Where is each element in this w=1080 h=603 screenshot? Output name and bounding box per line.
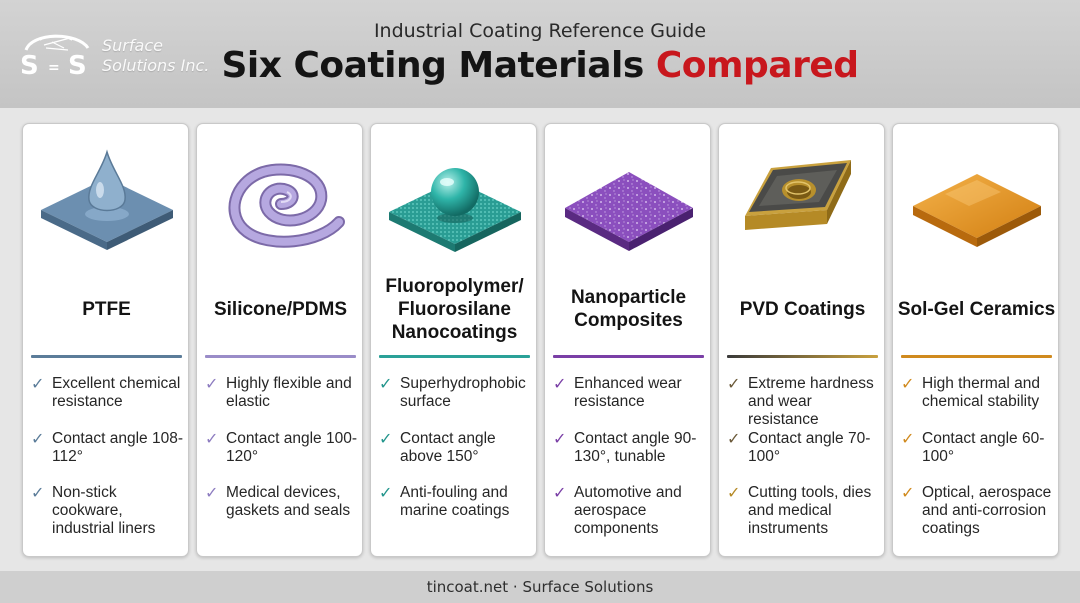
check-icon: ✓: [727, 429, 741, 448]
card-divider: [727, 355, 878, 358]
feature-text: Contact angle 108-112°: [52, 430, 183, 465]
card-title: PTFE: [82, 298, 131, 320]
feature-item: ✓ Excellent chemical resistance: [31, 375, 188, 411]
check-icon: ✓: [31, 374, 45, 393]
feature-text: Automotive and aerospace components: [574, 484, 682, 537]
check-icon: ✓: [379, 429, 393, 448]
feature-item: ✓ Contact angle above 150°: [379, 430, 536, 466]
feature-item: ✓ Anti-fouling and marine coatings: [379, 484, 536, 520]
feature-item: ✓ Medical devices, gaskets and seals: [205, 484, 362, 520]
card-divider: [553, 355, 704, 358]
page-subtitle: Industrial Coating Reference Guide: [373, 20, 707, 42]
feature-item: ✓ Contact angle 60-100°: [901, 430, 1058, 466]
feature-text: Contact angle 90-130°, tunable: [574, 430, 697, 465]
svg-text:=: =: [48, 60, 60, 76]
cutting-insert-icon: [745, 160, 851, 230]
check-icon: ✓: [205, 483, 219, 502]
feature-text: Contact angle above 150°: [400, 430, 496, 465]
feature-text: Enhanced wear resistance: [574, 375, 682, 410]
ceramic-tile-icon: [913, 174, 1041, 247]
feature-text: Highly flexible and elastic: [226, 375, 352, 410]
check-icon: ✓: [379, 483, 393, 502]
feature-item: ✓ Contact angle 108-112°: [31, 430, 188, 466]
card-divider: [901, 355, 1052, 358]
feature-item: ✓ Enhanced wear resistance: [553, 375, 710, 411]
card-title: PVD Coatings: [739, 298, 866, 320]
feature-text: Contact angle 100-120°: [226, 430, 357, 465]
check-icon: ✓: [727, 483, 741, 502]
footer-text: tincoat.net · Surface Solutions: [426, 578, 654, 596]
feature-text: Medical devices, gaskets and seals: [226, 484, 351, 519]
feature-text: Cutting tools, dies and medical instrume…: [748, 484, 872, 537]
check-icon: ✓: [727, 374, 741, 393]
feature-item: ✓ Extreme hardness and wear resistance: [727, 375, 884, 429]
logo-line-1: Surface: [102, 36, 163, 55]
feature-item: ✓ Non-stick cookware, industrial liners: [31, 484, 188, 538]
company-logo: S = S Surface Solutions Inc.: [18, 26, 228, 86]
card-ptfe: PTFE ✓ Excellent chemical resistance ✓ C…: [22, 123, 189, 557]
title-accent: Compared: [655, 45, 859, 86]
title-main: Six Coating Materials: [221, 45, 644, 86]
feature-item: ✓ Contact angle 90-130°, tunable: [553, 430, 710, 466]
card-fluoropolymer: Fluoropolymer/ Fluorosilane Nanocoatings…: [370, 123, 537, 557]
card-sol-gel: Sol-Gel Ceramics ✓ High thermal and chem…: [892, 123, 1059, 557]
check-icon: ✓: [31, 483, 45, 502]
feature-text: Non-stick cookware, industrial liners: [52, 484, 156, 537]
card-divider: [379, 355, 530, 358]
page-title: Six Coating Materials Compared: [0, 45, 1080, 86]
check-icon: ✓: [205, 429, 219, 448]
feature-text: Optical, aerospace and anti-corrosion co…: [922, 484, 1052, 537]
card-title: Nanoparticle Composites: [570, 287, 687, 331]
feature-item: ✓ Automotive and aerospace components: [553, 484, 710, 538]
speckled-tile-icon: [565, 172, 693, 251]
feature-item: ✓ High thermal and chemical stability: [901, 375, 1058, 411]
card-nanoparticle: Nanoparticle Composites ✓ Enhanced wear …: [544, 123, 711, 557]
water-droplet-icon: [41, 149, 173, 250]
feature-text: Contact angle 70-100°: [748, 430, 871, 465]
feature-text: Contact angle 60-100°: [922, 430, 1045, 465]
check-icon: ✓: [553, 483, 567, 502]
ss-logo-icon: S = S: [20, 34, 90, 81]
feature-text: Superhydrophobic surface: [400, 375, 526, 410]
card-divider: [205, 355, 356, 358]
card-silicone: Silicone/PDMS ✓ Highly flexible and elas…: [196, 123, 363, 557]
feature-item: ✓ Contact angle 70-100°: [727, 430, 884, 466]
card-title: Fluoropolymer/ Fluorosilane Nanocoatings: [385, 275, 524, 343]
feature-item: ✓ Optical, aerospace and anti-corrosion …: [901, 484, 1058, 538]
logo-line-2: Solutions Inc.: [102, 56, 210, 75]
check-icon: ✓: [553, 429, 567, 448]
spiral-tube-icon: [228, 163, 345, 248]
feature-text: High thermal and chemical stability: [922, 375, 1041, 410]
check-icon: ✓: [379, 374, 393, 393]
feature-text: Extreme hardness and wear resistance: [748, 375, 874, 428]
check-icon: ✓: [553, 374, 567, 393]
feature-item: ✓ Contact angle 100-120°: [205, 430, 362, 466]
card-title: Sol-Gel Ceramics: [897, 298, 1056, 320]
feature-text: Excellent chemical resistance: [52, 375, 181, 410]
card-pvd: PVD Coatings ✓ Extreme hardness and wear…: [718, 123, 885, 557]
logo-text: Surface Solutions Inc.: [102, 36, 209, 76]
check-icon: ✓: [901, 374, 915, 393]
material-cards: PTFE ✓ Excellent chemical resistance ✓ C…: [22, 123, 1060, 557]
feature-item: ✓ Superhydrophobic surface: [379, 375, 536, 411]
feature-text: Anti-fouling and marine coatings: [400, 484, 510, 519]
feature-item: ✓ Highly flexible and elastic: [205, 375, 362, 411]
header-banner: S = S Surface Solutions Inc. Industrial …: [0, 0, 1080, 108]
footer: tincoat.net · Surface Solutions: [0, 571, 1080, 603]
check-icon: ✓: [31, 429, 45, 448]
sphere-on-surface-icon: [389, 168, 521, 252]
check-icon: ✓: [205, 374, 219, 393]
check-icon: ✓: [901, 429, 915, 448]
feature-item: ✓ Cutting tools, dies and medical instru…: [727, 484, 884, 538]
card-divider: [31, 355, 182, 358]
svg-text:S: S: [68, 51, 87, 81]
check-icon: ✓: [901, 483, 915, 502]
card-title: Silicone/PDMS: [213, 298, 348, 320]
svg-text:S: S: [20, 51, 39, 81]
